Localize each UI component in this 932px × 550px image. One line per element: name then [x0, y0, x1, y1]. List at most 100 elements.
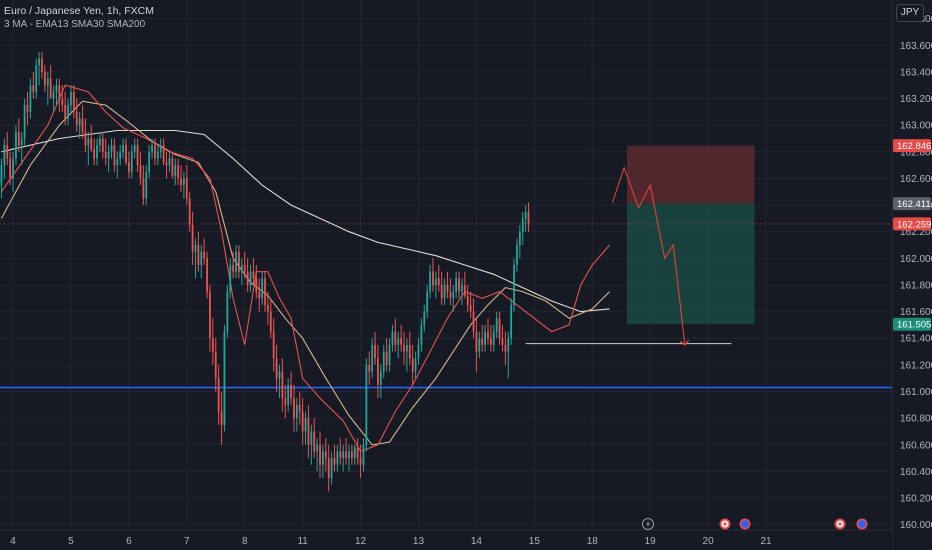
price-tag-label: 162.846 — [897, 141, 931, 152]
position-zones — [627, 145, 755, 325]
candle-body — [209, 291, 211, 339]
candle-body — [400, 338, 403, 345]
price-tag-bg — [893, 139, 931, 153]
candle — [197, 231, 200, 272]
currency-button[interactable]: JPY — [896, 4, 924, 22]
candle-body — [9, 158, 12, 179]
candle — [156, 145, 159, 166]
candle — [217, 364, 220, 425]
globe-icon[interactable] — [739, 518, 751, 530]
candle-body — [353, 447, 356, 459]
candle — [252, 258, 255, 285]
candle — [55, 78, 58, 106]
globe-icon[interactable] — [856, 518, 868, 530]
y-tick-label: 162.200 — [900, 227, 932, 238]
candle-body — [168, 158, 171, 166]
x-tick-label: 12 — [355, 536, 367, 547]
y-tick-label: 163.600 — [900, 41, 932, 52]
candle-body — [411, 358, 414, 372]
candle — [455, 271, 458, 299]
candle — [478, 331, 481, 359]
candle-body — [3, 145, 6, 166]
candle — [122, 138, 124, 159]
candle — [356, 438, 359, 465]
candle-body — [397, 338, 400, 345]
candle-body — [513, 265, 515, 305]
candle-body — [319, 444, 321, 465]
candle — [521, 211, 524, 246]
candle — [406, 338, 408, 372]
candle-body — [64, 105, 67, 119]
candle-body — [255, 278, 258, 292]
candle — [330, 451, 333, 485]
candle — [67, 98, 69, 126]
candle-body — [70, 91, 72, 106]
candle-body — [284, 398, 287, 405]
candle — [171, 151, 174, 179]
price-tag-label: 161.505 — [897, 320, 931, 331]
candle-body — [261, 278, 263, 299]
candle-body — [365, 364, 368, 445]
x-tick-label: 8 — [242, 536, 248, 547]
y-tick-label: 163.400 — [900, 67, 932, 78]
y-tick-label: 160.200 — [900, 494, 932, 505]
candle — [6, 131, 9, 166]
projection-line — [611, 166, 685, 345]
candle-body — [298, 404, 301, 412]
projection-path — [611, 166, 685, 345]
candle — [336, 444, 339, 472]
candle-body — [145, 171, 148, 199]
candle — [136, 138, 139, 172]
candle — [374, 331, 376, 365]
candle-body — [388, 344, 391, 365]
candle-body — [122, 145, 124, 152]
candle-body — [84, 131, 87, 146]
candle-body — [226, 291, 229, 332]
indicator-legend[interactable]: 3 MA - EMA13 SMA30 SMA200 — [4, 19, 146, 30]
candle — [229, 258, 232, 299]
candle-body — [518, 231, 521, 246]
candle — [214, 338, 217, 392]
y-axis: 160.000 160.200 160.400 160.600 160.800 161.0… — [891, 0, 932, 550]
candle-body — [492, 331, 495, 345]
candle-body — [67, 105, 69, 119]
horizontal-levels — [0, 223, 892, 389]
candle-body — [46, 78, 49, 86]
candle — [475, 318, 478, 372]
candle — [275, 344, 278, 392]
candle — [81, 105, 84, 139]
candle — [154, 138, 156, 166]
event-icons[interactable] — [642, 518, 868, 530]
candle-body — [206, 258, 208, 292]
flag-icon[interactable] — [719, 518, 731, 530]
candle — [191, 211, 194, 265]
flash-icon[interactable] — [642, 518, 654, 530]
candle-body — [385, 351, 388, 365]
candle-body — [481, 338, 484, 345]
flag-icon[interactable] — [834, 518, 846, 530]
candle — [420, 318, 423, 352]
candle — [159, 138, 162, 159]
candle — [472, 298, 475, 339]
candle-body — [501, 338, 504, 345]
candle — [211, 318, 214, 365]
candle-body — [52, 91, 55, 99]
candle-body — [336, 451, 339, 465]
candle — [423, 304, 426, 332]
candle-body — [440, 284, 443, 299]
candle-body — [23, 105, 26, 139]
candle — [12, 151, 14, 192]
candle-body — [75, 111, 78, 126]
candle — [139, 151, 142, 186]
candle-body — [110, 145, 113, 152]
y-tick-label: 160.600 — [900, 440, 932, 451]
candle-body — [310, 431, 313, 445]
candle-body — [455, 278, 458, 292]
take-profit-zone — [627, 203, 755, 325]
candle — [359, 444, 362, 479]
candle-body — [406, 344, 408, 352]
candle-body — [342, 451, 345, 459]
candle-body — [472, 311, 475, 332]
y-tick-label: 160.800 — [900, 414, 932, 425]
